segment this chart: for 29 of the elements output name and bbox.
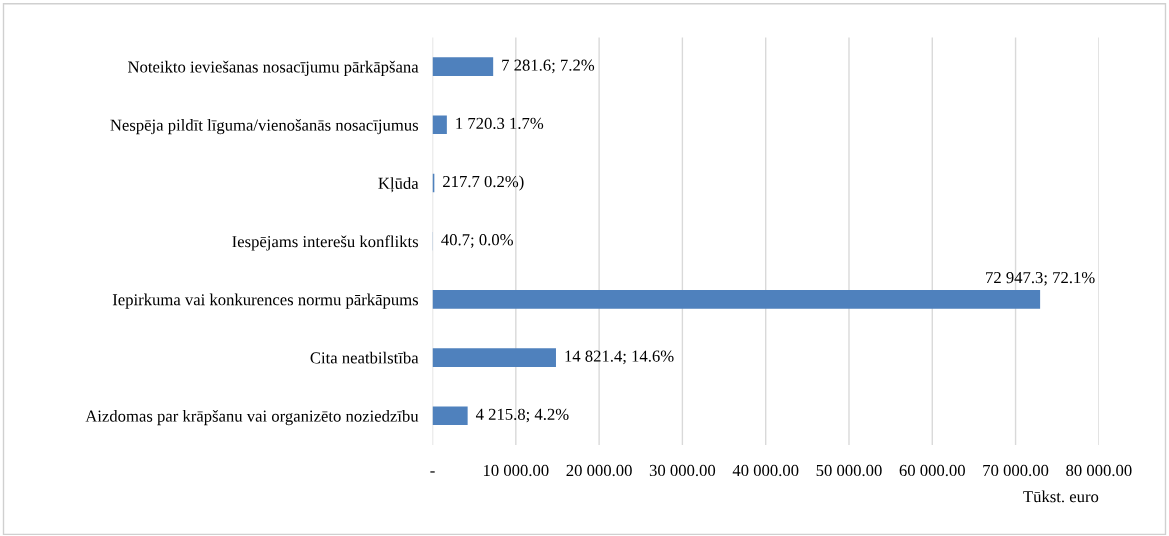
- data-label: 1 720.3 1.7%: [456, 117, 544, 130]
- x-tick-label: 50 000.00: [816, 464, 882, 477]
- y-tick-label: Cita neatbilstība: [310, 351, 419, 364]
- y-tick-label: Iepirkuma vai konkurences normu pārkāpums: [112, 293, 419, 309]
- y-tick-label: Nespēja pildīt līguma/vienošanās nosacījumus: [110, 119, 419, 135]
- x-tick-label: 80 000.00: [1066, 464, 1132, 477]
- data-label: 14 821.4; 14.6%: [565, 350, 674, 365]
- x-tick-label: 20 000.00: [566, 464, 632, 477]
- x-tick-label: 10 000.00: [483, 464, 549, 477]
- x-axis-title: Tūkst. euro: [1023, 490, 1099, 503]
- data-label: 40.7; 0.0%: [441, 234, 513, 248]
- bar: [432, 290, 1041, 309]
- y-tick-label: Aizdomas par krāpšanu vai organizēto noziedzību: [85, 409, 419, 426]
- bar: [432, 348, 556, 367]
- x-tick-label: 70 000.00: [983, 464, 1049, 477]
- data-label: 72 947.3; 72.1%: [986, 271, 1095, 286]
- bar: [432, 57, 494, 76]
- data-label: 217.7 0.2%): [443, 175, 524, 191]
- bar: [432, 406, 468, 426]
- x-tick-label: 60 000.00: [899, 464, 965, 477]
- bar: [432, 115, 447, 135]
- y-tick-label: Kļūda: [378, 177, 419, 193]
- y-tick-label: Noteikto ieviešanas nosacījumu pārkāpšana: [128, 60, 419, 76]
- x-tick-label: 40 000.00: [732, 464, 799, 477]
- x-tick-label: 30 000.00: [649, 464, 716, 477]
- x-tick-label: -: [430, 471, 435, 473]
- data-label: 4 215.8; 4.2%: [475, 408, 569, 423]
- data-label: 7 281.6; 7.2%: [502, 59, 595, 74]
- y-tick-label: Iespējams interešu konflikts: [232, 235, 419, 251]
